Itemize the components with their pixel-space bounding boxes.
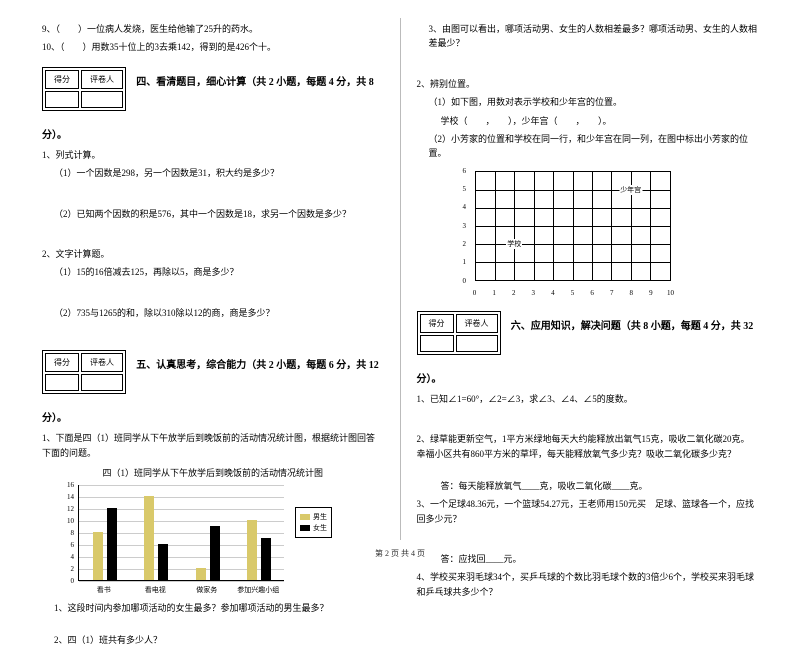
grader-label: 评卷人 (81, 70, 123, 89)
score-label: 得分 (45, 353, 79, 372)
section-6-title: 六、应用知识，解决问题（共 8 小题，每题 4 分，共 32 (511, 321, 754, 332)
grader-cell[interactable] (81, 374, 123, 391)
chart-plot (78, 485, 284, 581)
chart-title: 四（1）班同学从下午放学后到晚饭前的活动情况统计图 (42, 466, 384, 479)
s5-1-2: 2、四（1）班共有多少人？ (54, 633, 384, 647)
section-4-title: 四、看清题目，细心计算（共 2 小题，每题 4 分，共 8 (136, 77, 374, 88)
s5-1: 1、下面是四（1）班同学从下午放学后到晚饭前的活动情况统计图，根据统计图回答下面… (42, 431, 384, 460)
legend-label-male: 男生 (313, 512, 327, 522)
score-cell[interactable] (420, 335, 454, 352)
score-cell[interactable] (45, 91, 79, 108)
grader-label: 评卷人 (456, 314, 498, 333)
section-6-title-b: 分）。 (417, 372, 759, 388)
s4-1-1: （1）一个因数是298，另一个因数是31，积大约是多少？ (54, 166, 384, 180)
right-column: 3、由图可以看出，哪项活动男、女生的人数相差最多？哪项活动男、女生的人数相差最少… (405, 18, 771, 540)
s6-2-ans: 答：每天能释放氧气____克，吸收二氧化碳____克。 (441, 479, 759, 493)
left-column: 9、（ ）一位病人发烧，医生给他输了25升的药水。 10、（ ）用数35十位上的… (30, 18, 396, 540)
s6-4: 4、学校买来羽毛球34个，买乒乓球的个数比羽毛球个数的3倍少6个，学校买来羽毛球… (417, 570, 759, 599)
s4-1: 1、列式计算。 (42, 148, 384, 162)
s4-2: 2、文字计算题。 (42, 247, 384, 261)
s4-1-2: （2）已知两个因数的积是576，其中一个因数是18，求另一个因数是多少？ (54, 207, 384, 221)
grader-cell[interactable] (81, 91, 123, 108)
legend-female: 女生 (300, 523, 327, 533)
chart-legend: 男生 女生 (295, 507, 332, 538)
score-box-5: 得分 评卷人 (42, 350, 126, 394)
legend-swatch-female (300, 525, 310, 531)
column-divider (400, 18, 401, 540)
s5-2: 2、辨别位置。 (417, 77, 759, 91)
grader-cell[interactable] (456, 335, 498, 352)
s4-2-1: （1）15的16倍减去125，再除以5，商是多少？ (54, 265, 384, 279)
score-label: 得分 (45, 70, 79, 89)
score-box-6: 得分 评卷人 (417, 311, 501, 355)
chart-yaxis: 0246810121416 (62, 485, 76, 581)
s5-2-1: （1）如下图，用数对表示学校和少年宫的位置。 (429, 95, 759, 109)
score-label: 得分 (420, 314, 454, 333)
legend-label-female: 女生 (313, 523, 327, 533)
q9: 9、（ ）一位病人发烧，医生给他输了25升的药水。 (42, 22, 384, 36)
s5-1-1: 1、这段时间内参加哪项活动的女生最多？参加哪项活动的男生最多？ (54, 601, 384, 615)
coordinate-grid: 学校少年宫 0123456789100123456 (457, 167, 677, 297)
s5-2-2: （2）小芳家的位置和学校在同一行，和少年宫在同一列，在图中标出小芳家的位置。 (429, 132, 759, 161)
s4-2-2: （2）735与1265的和，除以310除以12的商，商是多少？ (54, 306, 384, 320)
score-box-4: 得分 评卷人 (42, 67, 126, 111)
activity-bar-chart: 0246810121416 男生 女生 看书看电视做家务参加兴趣小组 (62, 485, 332, 595)
score-cell[interactable] (45, 374, 79, 391)
s5-2-1b: 学校（ ， ），少年宫（ ， ）。 (441, 114, 759, 128)
s6-1: 1、已知∠1=60°，∠2=∠3，求∠3、∠4、∠5的度数。 (417, 392, 759, 406)
section-5-title-b: 分）。 (42, 411, 384, 427)
grader-label: 评卷人 (81, 353, 123, 372)
section-4-title-b: 分）。 (42, 128, 384, 144)
grid-plot: 学校少年宫 (475, 171, 671, 281)
legend-swatch-male (300, 514, 310, 520)
section-5-title: 五、认真思考，综合能力（共 2 小题，每题 6 分，共 12 (136, 360, 379, 371)
s5-1-3: 3、由图可以看出，哪项活动男、女生的人数相差最多？哪项活动男、女生的人数相差最少… (429, 22, 759, 51)
page: 9、（ ）一位病人发烧，医生给他输了25升的药水。 10、（ ）用数35十位上的… (0, 0, 800, 565)
s6-2: 2、绿草能更新空气，1平方米绿地每天大约能释放出氧气15克，吸收二氧化碳20克。… (417, 432, 759, 461)
page-footer: 第 2 页 共 4 页 (0, 548, 800, 559)
q10: 10、（ ）用数35十位上的3去乘142，得到的是426个十。 (42, 40, 384, 54)
s6-3: 3、一个足球48.36元，一个篮球54.27元，王老师用150元买 足球、篮球各… (417, 497, 759, 526)
legend-male: 男生 (300, 512, 327, 522)
